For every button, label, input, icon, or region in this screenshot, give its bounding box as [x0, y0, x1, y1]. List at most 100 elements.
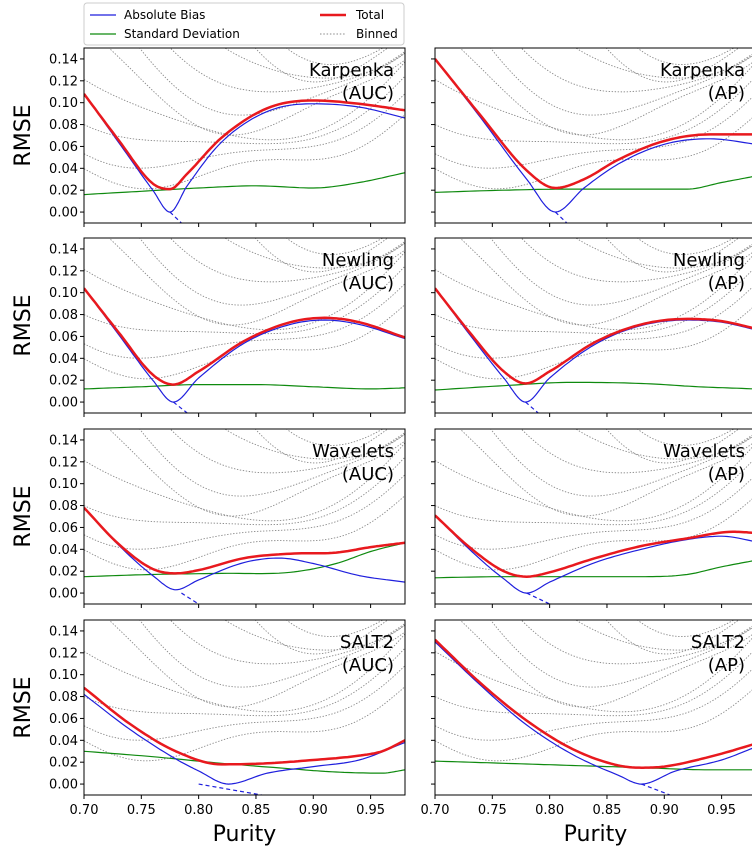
binned-curve — [435, 79, 752, 145]
binned-curve — [84, 633, 405, 713]
binned-curve — [84, 93, 405, 169]
panel-annotation: Wavelets — [312, 441, 394, 462]
x-tick-label: 0.75 — [127, 803, 156, 818]
panels: 0.00 0.02 0.04 0.06 0.08 0.10 0.12 0.14 Karpenka… — [11, 47, 752, 847]
binned-curve — [139, 48, 405, 116]
x-tick-label: 0.80 — [184, 803, 213, 818]
y-axis-label: RMSE — [11, 104, 36, 166]
binned-curve — [636, 429, 735, 446]
y-tick-label: 0.10 — [49, 477, 78, 492]
absolute-bias-line — [84, 287, 405, 403]
binned-curve — [490, 238, 752, 306]
x-tick-label: 0.90 — [299, 803, 328, 818]
plot-area — [84, 429, 405, 604]
binned-curve — [285, 238, 384, 255]
panel-annotation: (AUC) — [342, 83, 394, 104]
y-tick-label: 0.06 — [49, 140, 78, 155]
binned-curve — [84, 283, 405, 359]
x-tick-label: 0.70 — [421, 803, 450, 818]
y-tick-label: 0.04 — [49, 734, 78, 749]
y-tick-label: 0.08 — [49, 118, 78, 133]
y-tick-label: 0.14 — [49, 242, 78, 257]
binned-curve — [435, 117, 752, 190]
y-tick-label: 0.14 — [49, 433, 78, 448]
x-tick-label: 0.85 — [241, 803, 270, 818]
y-tick-label: 0.06 — [49, 712, 78, 727]
binned-curve — [139, 620, 405, 688]
binned-curve — [224, 620, 405, 651]
binned-curve — [84, 251, 405, 331]
axes-frame — [83, 47, 406, 224]
panel-annotation: (AUC) — [342, 464, 394, 485]
absolute-bias-line — [435, 641, 752, 785]
binned-curve — [605, 238, 740, 273]
panel-annotation: (AP) — [708, 83, 745, 104]
bias-extension — [198, 783, 262, 795]
binned-curve — [224, 238, 405, 269]
absolute-bias-line — [435, 287, 752, 403]
standard-deviation-line — [84, 172, 405, 196]
y-tick-label: 0.10 — [49, 286, 78, 301]
binned-curve — [285, 429, 384, 446]
bias-extension — [641, 783, 671, 795]
total-line — [435, 638, 752, 769]
panel-annotation: (AUC) — [342, 655, 394, 676]
binned-curve — [490, 429, 752, 497]
panel-annotation: Karpenka — [309, 60, 394, 81]
binned-curve — [285, 48, 384, 65]
binned-curve — [435, 255, 752, 331]
binned-curve — [435, 96, 752, 169]
binned-curve — [84, 474, 405, 550]
absolute-bias-line — [84, 693, 405, 785]
binned-curve — [84, 101, 405, 616]
plot-area — [435, 429, 752, 604]
panel-5: Wavelets(AP) — [431, 428, 752, 608]
panel-annotation: Newling — [322, 250, 394, 271]
bias-extension — [173, 401, 188, 413]
x-axis-label: Purity — [213, 822, 277, 847]
panel-annotation: Newling — [673, 250, 745, 271]
x-tick-label: 0.85 — [592, 803, 621, 818]
binned-curve — [84, 75, 405, 145]
y-tick-label: 0.02 — [49, 756, 78, 771]
y-tick-label: 0.10 — [49, 96, 78, 111]
panel-annotation: Wavelets — [663, 441, 745, 462]
binned-curve — [84, 456, 405, 526]
y-tick-label: 0.04 — [49, 352, 78, 367]
binned-curve — [435, 65, 752, 141]
binned-curve — [575, 620, 752, 651]
y-tick-label: 0.04 — [49, 162, 78, 177]
binned-curve — [84, 495, 405, 571]
binned-curve — [435, 460, 752, 526]
total-line — [84, 686, 405, 766]
y-axis-label: RMSE — [11, 294, 36, 356]
binned-curve — [139, 238, 405, 306]
legend-binned-label: Binned — [356, 27, 398, 41]
legend-bias-label: Absolute Bias — [124, 8, 205, 22]
x-tick-label: 0.95 — [356, 803, 385, 818]
binned-curve — [435, 477, 752, 550]
binned-curve — [84, 265, 405, 335]
binned-curve — [84, 442, 405, 522]
total-line — [435, 287, 752, 385]
binned-curve — [285, 620, 384, 637]
y-tick-label: 0.08 — [49, 690, 78, 705]
y-tick-label: 0.02 — [49, 184, 78, 199]
absolute-bias-line — [84, 507, 405, 591]
panel-1: Karpenka(AP) — [431, 47, 752, 227]
panel-annotation: SALT2 — [691, 632, 745, 653]
binned-curve — [435, 498, 752, 571]
binned-curve — [605, 620, 740, 655]
binned-curve — [636, 620, 735, 637]
y-tick-label: 0.00 — [49, 587, 78, 602]
panel-annotation: (AP) — [708, 655, 745, 676]
y-tick-label: 0.12 — [49, 74, 78, 89]
x-tick-label: 0.80 — [535, 803, 564, 818]
bias-extension — [181, 592, 199, 604]
panel-0: 0.00 0.02 0.04 0.06 0.08 0.10 0.12 0.14 Karpenka… — [11, 47, 406, 227]
y-tick-label: 0.12 — [49, 264, 78, 279]
y-tick-label: 0.00 — [49, 778, 78, 793]
binned-curve — [139, 429, 405, 497]
binned-curve — [254, 620, 389, 655]
